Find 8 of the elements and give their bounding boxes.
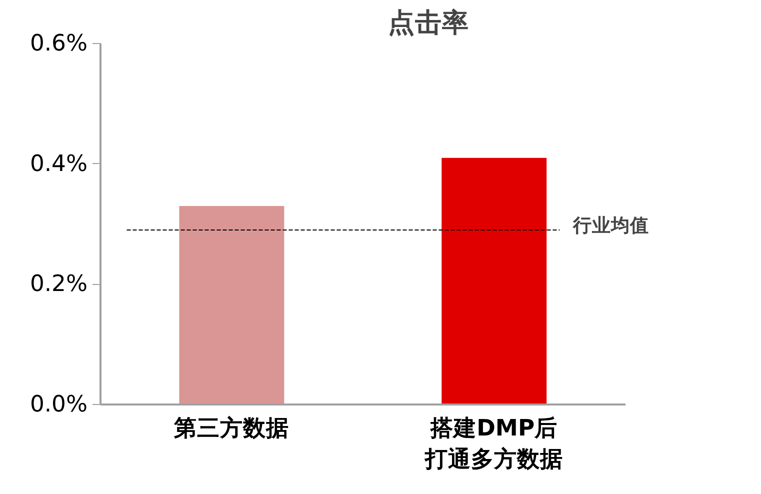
- x-tick-label: 第三方数据: [173, 414, 290, 442]
- y-tick-label: 0.6%: [30, 30, 88, 56]
- chart-title: 点击率: [388, 8, 469, 38]
- ref-line-label: 行业均值: [572, 214, 649, 237]
- y-tick-label: 0.0%: [30, 392, 88, 418]
- y-tick-label: 0.4%: [30, 150, 88, 177]
- y-tick-label: 0.2%: [30, 271, 88, 298]
- x-tick-label: 搭建DMP后打通多方数据: [424, 416, 564, 473]
